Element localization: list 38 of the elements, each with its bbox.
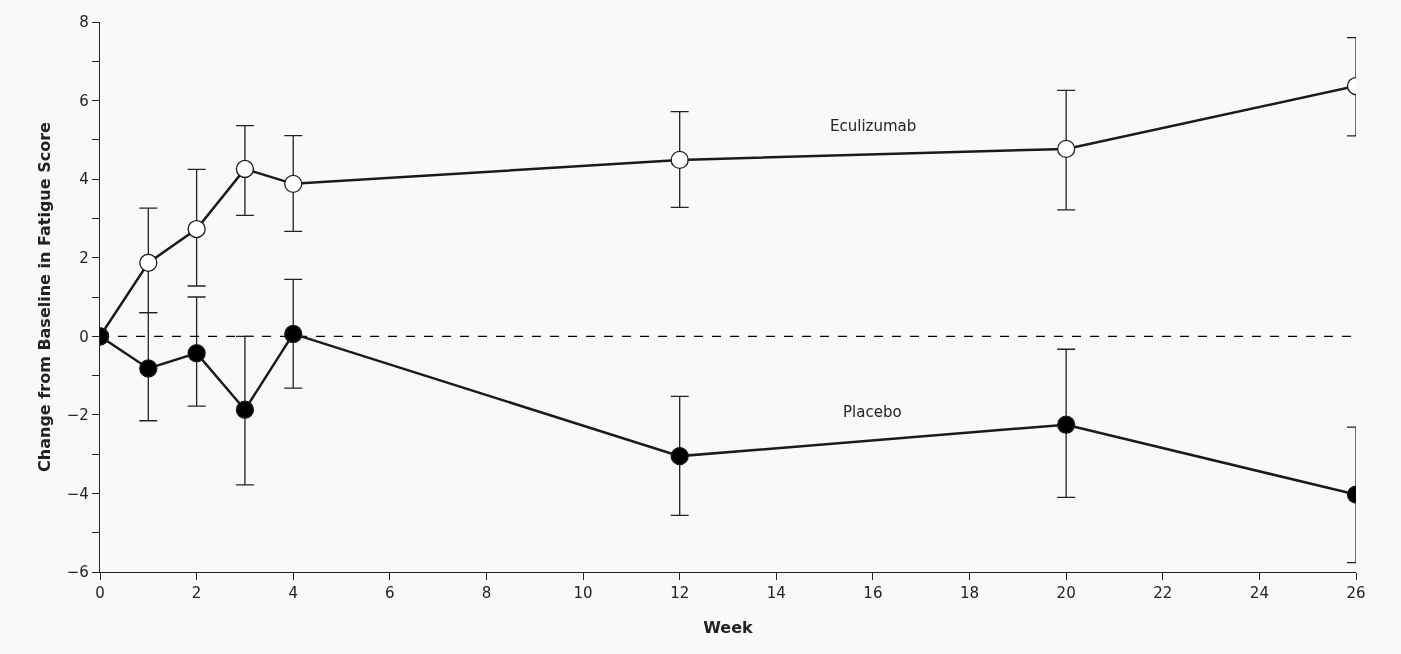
y-tick-label: 4: [79, 170, 89, 189]
y-tick-label: −4: [66, 484, 89, 503]
x-tick-label: 20: [1056, 584, 1076, 603]
x-tick-label: 16: [863, 584, 883, 603]
x-tick-label: 24: [1249, 584, 1269, 603]
x-tick-label: 2: [191, 584, 202, 603]
x-tick-label: 26: [1346, 584, 1366, 603]
x-tick-label: 8: [481, 584, 492, 603]
x-tick-label: 6: [385, 584, 395, 603]
point: [670, 446, 689, 466]
y-axis-title: Change from Baseline in Fatigue Score: [34, 121, 54, 472]
y-tick-label: 2: [79, 248, 89, 267]
x-tick-label: 4: [288, 584, 298, 603]
point: [139, 253, 158, 272]
point: [139, 359, 158, 378]
point: [284, 174, 303, 193]
y-tick-label: −6: [66, 563, 89, 582]
x-tick-label: 0: [95, 584, 105, 603]
series-label: Eculizumab: [830, 117, 917, 135]
x-tick-label: 12: [670, 584, 690, 603]
series-label: Placebo: [843, 403, 902, 421]
point: [1057, 415, 1076, 434]
x-tick-label: 18: [959, 584, 980, 603]
y-tick-label: 6: [79, 91, 89, 110]
x-axis-title: Week: [703, 617, 754, 637]
point: [235, 400, 255, 419]
point: [670, 150, 689, 170]
x-tick-label: 10: [573, 584, 593, 603]
y-tick-label: 8: [79, 13, 89, 32]
y-tick-label: −2: [66, 406, 89, 425]
point: [235, 159, 255, 179]
x-tick-label: 14: [766, 584, 786, 603]
point: [284, 324, 303, 344]
x-tick-label: 22: [1153, 584, 1173, 603]
y-tick-label: 0: [79, 327, 89, 346]
point: [187, 219, 206, 239]
point: [1057, 139, 1076, 159]
point: [187, 344, 206, 363]
